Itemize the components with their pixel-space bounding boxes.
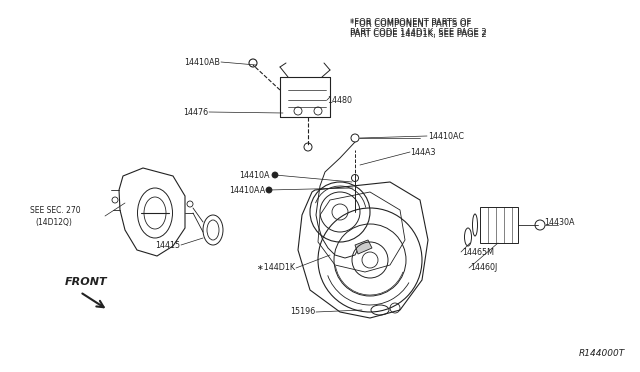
Text: 14410A: 14410A bbox=[239, 170, 270, 180]
Text: 14460J: 14460J bbox=[470, 263, 497, 273]
Text: 14476: 14476 bbox=[183, 108, 208, 116]
Text: 14410AA: 14410AA bbox=[228, 186, 265, 195]
Text: 14480: 14480 bbox=[327, 96, 352, 105]
Text: 14410AC: 14410AC bbox=[428, 131, 464, 141]
Text: *FOR COMPONENT PARTS OF
PART CODE 144D1K, SEE PAGE 2: *FOR COMPONENT PARTS OF PART CODE 144D1K… bbox=[350, 18, 486, 38]
Text: 144A3: 144A3 bbox=[410, 148, 435, 157]
Circle shape bbox=[266, 187, 272, 193]
Circle shape bbox=[272, 172, 278, 178]
Text: *FOR COMPONENT PARTS OF
PART CODE 144D1K, SEE PAGE 2: *FOR COMPONENT PARTS OF PART CODE 144D1K… bbox=[350, 20, 486, 39]
Text: FRONT: FRONT bbox=[65, 277, 108, 287]
Text: SEE SEC. 270: SEE SEC. 270 bbox=[30, 205, 81, 215]
Text: ∗144D1K: ∗144D1K bbox=[257, 263, 295, 273]
Polygon shape bbox=[355, 240, 372, 254]
Text: 15196: 15196 bbox=[290, 308, 315, 317]
Text: 14465M: 14465M bbox=[462, 247, 494, 257]
Text: 14410AB: 14410AB bbox=[184, 58, 220, 67]
Text: 14415: 14415 bbox=[155, 241, 180, 250]
Text: R144000T: R144000T bbox=[579, 349, 625, 358]
Text: (14D12Q): (14D12Q) bbox=[35, 218, 72, 227]
Text: 14430A: 14430A bbox=[544, 218, 575, 227]
